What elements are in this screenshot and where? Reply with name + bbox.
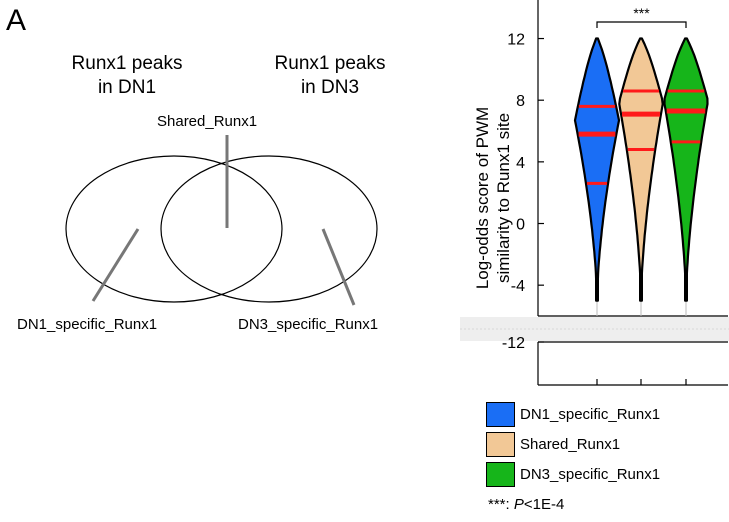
panel-letter: A [6, 4, 27, 37]
y-axis-label-line: Log-odds score of PWM [473, 107, 492, 289]
legend-swatch [486, 401, 515, 427]
legend-label: Shared_Runx1 [520, 435, 621, 453]
note-threshold: <1E-4 [523, 496, 565, 513]
venn-left-title-line1: Runx1 peaks [71, 53, 183, 74]
dn3-circle [160, 155, 378, 303]
bracket-label: *** [633, 5, 650, 21]
dn1-specific-label: DN1_specific_Runx1 [17, 316, 158, 333]
violin-2 [618, 37, 664, 302]
note-stars: *** [488, 496, 506, 513]
venn-right-title-line1: Runx1 peaks [274, 53, 386, 74]
lower-panel: -12 [502, 335, 728, 386]
dn3-pointer-line [321, 228, 356, 306]
y-axis-label: Log-odds score of PWM similarity to Runx1… [473, 107, 513, 289]
venn-diagram [65, 135, 378, 306]
y-tick-label: 12 [507, 32, 525, 49]
upper-panel: -4 0 4 8 12 [460, 0, 729, 341]
y-tick-label: -12 [502, 335, 525, 352]
violin-3 [663, 37, 709, 302]
note-separator: : [505, 496, 514, 513]
y-tick-label: 0 [516, 217, 525, 234]
shared-label: Shared_Runx1 [157, 113, 258, 130]
venn-right-title-line2: in DN3 [300, 77, 360, 98]
venn-left-title: Runx1 peaks in DN1 [52, 52, 202, 100]
y-tick-label: -4 [511, 278, 525, 295]
y-tick-label: 4 [516, 155, 525, 172]
legend-swatch [486, 431, 515, 457]
legend-item: DN1_specific_Runx1 [486, 400, 660, 428]
dn1-pointer-line [91, 228, 140, 302]
legend-label: DN3_specific_Runx1 [520, 465, 661, 483]
y-axis-label-line: similarity to Runx1 site [494, 113, 513, 283]
dn1-circle [65, 155, 283, 303]
violin-1 [573, 37, 621, 302]
significance-note: ***: P<1E-4 [488, 496, 564, 513]
bracket-line [596, 21, 687, 28]
dn3-specific-label: DN3_specific_Runx1 [238, 316, 379, 333]
venn-left-title-line2: in DN1 [97, 77, 157, 98]
legend-item: Shared_Runx1 [486, 430, 620, 458]
legend-swatch [486, 461, 515, 487]
venn-right-title: Runx1 peaks in DN3 [255, 52, 405, 100]
significance-bracket: *** [596, 5, 687, 28]
note-p: P [513, 496, 524, 513]
violin-chart: Log-odds score of PWM similarity to Runx1… [460, 0, 729, 386]
legend-item: DN3_specific_Runx1 [486, 460, 660, 488]
violins [573, 37, 709, 316]
legend-label: DN1_specific_Runx1 [520, 405, 661, 423]
y-tick-label: 8 [516, 93, 525, 110]
